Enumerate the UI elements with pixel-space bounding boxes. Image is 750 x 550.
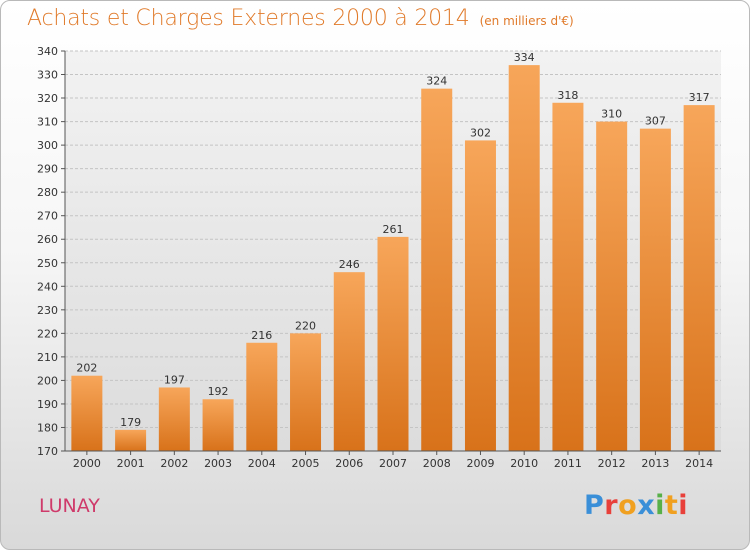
value-label-2007: 261 [383, 223, 404, 236]
bar-2014 [683, 105, 715, 451]
value-label-2010: 334 [514, 51, 535, 64]
value-label-2011: 318 [557, 89, 578, 102]
value-label-2014: 317 [689, 91, 710, 104]
y-tick-label: 280 [37, 186, 58, 199]
chart-unit: (en milliers d'€) [479, 14, 574, 28]
x-tick-label-2002: 2002 [160, 457, 188, 470]
value-label-2006: 246 [339, 258, 360, 271]
value-label-2000: 202 [76, 362, 97, 375]
value-label-2003: 192 [208, 385, 229, 398]
x-tick-label-2012: 2012 [598, 457, 626, 470]
y-tick-label: 210 [37, 351, 58, 364]
y-tick-label: 320 [37, 92, 58, 105]
bar-2013 [639, 128, 671, 451]
logo-letter: i [678, 490, 689, 521]
x-tick-label-2009: 2009 [466, 457, 494, 470]
x-tick-label-2001: 2001 [117, 457, 145, 470]
value-label-2009: 302 [470, 126, 491, 139]
y-tick-label: 260 [37, 233, 58, 246]
y-tick-label: 180 [37, 421, 58, 434]
y-tick-label: 170 [37, 445, 58, 458]
value-label-2012: 310 [601, 108, 622, 121]
x-tick-label-2006: 2006 [335, 457, 363, 470]
y-tick-label: 250 [37, 257, 58, 270]
x-axis: 2000 2001 2002 2003 2004 2005 2006 2007 2008 2009… [65, 450, 721, 470]
chart-title: Achats et Charges Externes 2000 à 2014 [27, 6, 470, 31]
x-tick-label-2004: 2004 [248, 457, 276, 470]
y-tick-label: 240 [37, 280, 58, 293]
logo-letter: P [584, 490, 605, 521]
x-tick-label-2011: 2011 [554, 457, 582, 470]
bar-2012 [596, 121, 628, 452]
chart-title-block: Achats et Charges Externes 2000 à 2014 (e… [27, 6, 574, 31]
y-tick-label: 300 [37, 139, 58, 152]
proxiti-logo[interactable]: Proxiti [584, 490, 688, 521]
logo-letter: o [618, 490, 638, 521]
value-label-2013: 307 [645, 115, 666, 128]
x-tick-label-2007: 2007 [379, 457, 407, 470]
bar-2007 [377, 236, 409, 451]
y-tick-label: 270 [37, 210, 58, 223]
y-tick-label: 230 [37, 304, 58, 317]
bar-2008 [421, 88, 453, 451]
y-tick-label: 310 [37, 116, 58, 129]
bar-2004 [246, 342, 278, 451]
y-tick-label: 340 [37, 45, 58, 58]
logo-letter: t [664, 490, 679, 521]
bar-2006 [333, 272, 365, 451]
y-tick-label: 190 [37, 398, 58, 411]
value-label-2008: 324 [426, 75, 447, 88]
x-tick-label-2010: 2010 [510, 457, 538, 470]
logo-letter: i [655, 490, 665, 521]
bar-2000 [71, 375, 103, 451]
x-tick-label-2000: 2000 [73, 457, 101, 470]
y-tick-label: 220 [37, 327, 58, 340]
bar-2005 [290, 333, 322, 451]
bar-2002 [158, 387, 190, 451]
bar-2009 [464, 140, 496, 452]
x-tick-label-2003: 2003 [204, 457, 232, 470]
value-label-2005: 220 [295, 319, 316, 332]
x-tick-label-2005: 2005 [292, 457, 320, 470]
y-tick-label: 290 [37, 163, 58, 176]
bars: 202 179 197 192 216 220 246 261 324 302 334 318 310 3… [71, 51, 715, 452]
x-tick-label-2013: 2013 [641, 457, 669, 470]
x-tick-label-2008: 2008 [423, 457, 451, 470]
y-tick-label: 200 [37, 374, 58, 387]
bar-2001 [115, 429, 147, 451]
commune-name: LUNAY [39, 495, 100, 517]
bar-2003 [202, 399, 234, 451]
logo-letter: x [637, 490, 656, 521]
bar-2010 [508, 65, 540, 451]
value-label-2002: 197 [164, 373, 185, 386]
bar-2011 [552, 102, 584, 451]
y-axis: 170 180 190 200 210 220 230 240 250 260 270 280 290 3… [37, 45, 66, 458]
value-label-2004: 216 [251, 329, 272, 342]
logo-letter: r [604, 490, 619, 521]
x-tick-label-2014: 2014 [685, 457, 713, 470]
y-tick-label: 330 [37, 69, 58, 82]
value-label-2001: 179 [120, 416, 141, 429]
